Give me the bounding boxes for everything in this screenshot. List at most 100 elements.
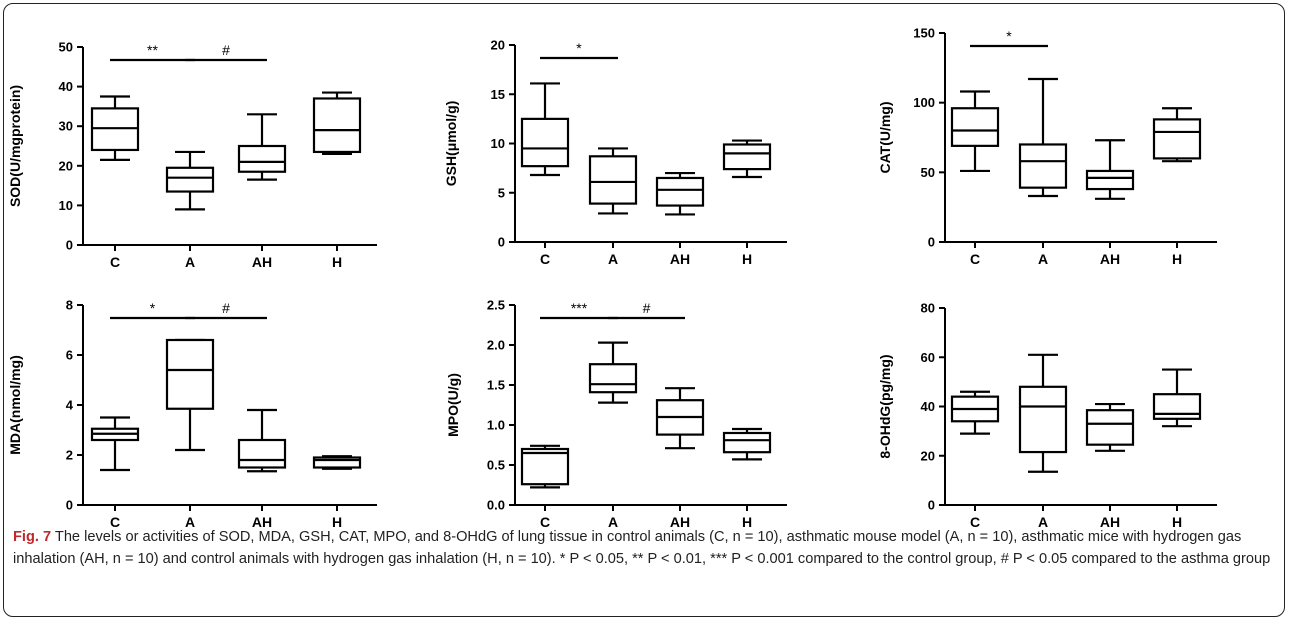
caption-text: The levels or activities of SOD, MDA, GS… — [13, 529, 1271, 567]
y-axis-label: 8-OHdG(pg/mg) — [877, 354, 893, 458]
y-tick-label: 2.5 — [487, 298, 505, 313]
x-tick-label: H — [332, 514, 342, 530]
box-iqr — [1085, 409, 1135, 446]
box-iqr — [1018, 385, 1068, 454]
box-iqr — [588, 363, 638, 394]
y-tick-label: 80 — [921, 301, 935, 316]
axes — [939, 307, 1217, 511]
chart-sod: 0 10 20 30 40 50 C A AH H SOD(U/mgprotein) ** # — [7, 40, 377, 270]
x-tick-label: H — [1172, 514, 1182, 530]
box-iqr — [655, 176, 705, 207]
y-tick-label: 10 — [59, 198, 73, 213]
box-iqr — [1018, 143, 1068, 189]
y-tick-label: 2 — [66, 448, 73, 463]
axes — [509, 304, 787, 511]
y-tick-label: 0.5 — [487, 458, 505, 473]
box-C — [90, 95, 140, 161]
y-tick-label: 8 — [66, 298, 73, 313]
x-tick-label: C — [970, 514, 980, 530]
box-iqr — [312, 456, 362, 469]
significance-label: # — [643, 300, 651, 316]
y-axis-label: GSH(μmol/g) — [443, 101, 459, 187]
box-iqr — [312, 97, 362, 154]
box-AH — [1085, 402, 1135, 452]
y-tick-label: 150 — [913, 26, 935, 41]
x-tick-label: AH — [252, 254, 272, 270]
x-tick-label: A — [1038, 251, 1048, 267]
y-tick-label: 4 — [66, 398, 74, 413]
box-AH — [237, 408, 287, 473]
x-tick-label: AH — [670, 514, 690, 530]
y-tick-label: 0 — [928, 498, 935, 513]
x-tick-label: C — [970, 251, 980, 267]
box-C — [950, 390, 1000, 435]
y-axis-label: MPO(U/g) — [445, 373, 461, 437]
y-tick-label: 0 — [928, 235, 935, 250]
y-tick-label: 0 — [66, 498, 73, 513]
figure-label: Fig. 7 — [13, 529, 52, 545]
significance-label: *** — [571, 300, 588, 316]
box-AH — [1085, 139, 1135, 200]
y-axis-label: MDA(nmol/mg) — [7, 355, 23, 455]
y-tick-label: 0.0 — [487, 498, 505, 513]
y-tick-label: 2.0 — [487, 338, 505, 353]
box-C — [520, 444, 570, 489]
chart-8ohdg: 0 20 40 60 80 C A AH H 8-OHdG(pg/mg) — [877, 301, 1217, 530]
axes — [939, 32, 1217, 248]
significance-label: # — [222, 300, 230, 316]
x-tick-label: A — [608, 251, 618, 267]
box-H — [722, 427, 772, 461]
box-A — [1018, 77, 1068, 198]
box-C — [950, 90, 1000, 173]
axes — [77, 46, 377, 251]
x-tick-label: C — [540, 251, 550, 267]
x-tick-label: A — [185, 514, 195, 530]
box-A — [588, 341, 638, 404]
box-iqr — [1152, 393, 1202, 420]
axes — [77, 304, 377, 511]
box-A — [588, 147, 638, 215]
y-tick-label: 0 — [498, 235, 505, 250]
box-iqr — [950, 107, 1000, 147]
chart-mpo: 0.0 0.5 1.0 1.5 2.0 2.5 C A AH H MPO(U/g) *** # — [445, 298, 787, 530]
x-tick-label: AH — [1100, 514, 1120, 530]
box-iqr — [520, 117, 570, 168]
y-tick-label: 40 — [59, 79, 73, 94]
panel-area: 0 10 20 30 40 50 C A AH H SOD(U/mgprotein) ** # 0 5 10… — [7, 26, 1217, 530]
y-tick-label: 10 — [491, 136, 505, 151]
y-tick-label: 1.5 — [487, 378, 505, 393]
box-AH — [655, 171, 705, 216]
box-iqr — [722, 143, 772, 171]
box-AH — [237, 113, 287, 181]
significance-label: # — [222, 42, 230, 58]
chart-gsh: 0 5 10 15 20 C A AH H GSH(μmol/g) * — [443, 38, 787, 267]
box-iqr — [1085, 169, 1135, 191]
box-H — [722, 139, 772, 179]
x-tick-label: AH — [252, 514, 272, 530]
box-iqr — [237, 144, 287, 173]
significance-label: * — [576, 40, 582, 56]
x-tick-label: H — [742, 514, 752, 530]
y-axis-label: CAT(U/mg) — [877, 101, 893, 173]
y-tick-label: 40 — [921, 399, 935, 414]
x-tick-label: C — [110, 514, 120, 530]
x-tick-label: C — [540, 514, 550, 530]
box-A — [165, 150, 215, 211]
x-tick-label: H — [332, 254, 342, 270]
box-H — [312, 455, 362, 470]
y-tick-label: 0 — [66, 238, 73, 253]
chart-cat: 0 50 100 150 C A AH H CAT(U/mg) * — [877, 26, 1217, 267]
box-A — [1018, 353, 1068, 473]
y-tick-label: 6 — [66, 348, 73, 363]
x-tick-label: A — [185, 254, 195, 270]
box-iqr — [1152, 118, 1202, 160]
x-tick-label: C — [110, 254, 120, 270]
box-H — [1152, 368, 1202, 428]
box-H — [1152, 107, 1202, 163]
y-tick-label: 50 — [59, 40, 73, 55]
y-tick-label: 20 — [491, 38, 505, 53]
x-tick-label: H — [742, 251, 752, 267]
y-tick-label: 1.0 — [487, 418, 505, 433]
x-tick-label: AH — [1100, 251, 1120, 267]
x-tick-label: H — [1172, 251, 1182, 267]
